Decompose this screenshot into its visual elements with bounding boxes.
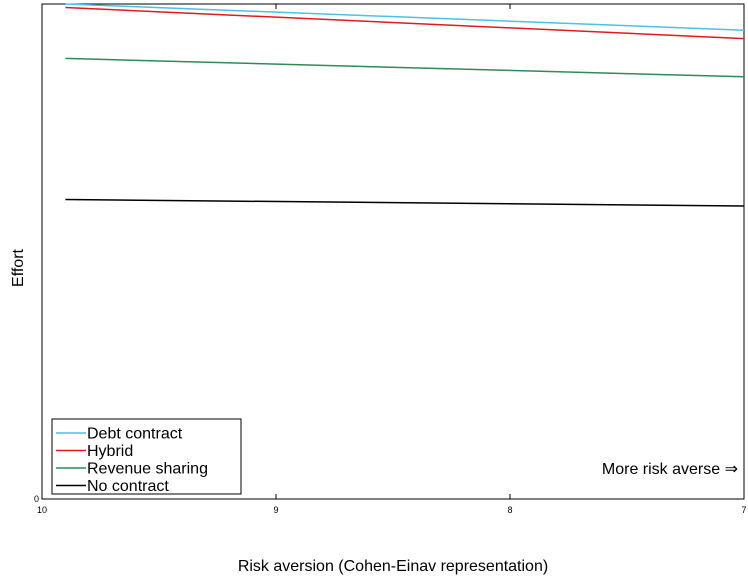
legend-label: Debt contract (87, 426, 183, 443)
series-line-debt-contract (65, 3, 745, 31)
series-line-hybrid (65, 6, 745, 40)
x-tick-label: 8 (507, 505, 512, 515)
tick-marks (41, 4, 745, 500)
series-line-revenue-sharing (65, 57, 745, 78)
x-tick-label: 9 (273, 505, 278, 515)
plot-area (41, 3, 745, 500)
x-tick-label: 7 (741, 505, 746, 515)
series-lines (65, 3, 745, 207)
tick-labels: 10 9 8 7 0 (34, 494, 747, 515)
legend-label: Hybrid (87, 443, 133, 460)
x-axis-label: Risk aversion (Cohen-Einav representatio… (238, 558, 548, 575)
y-tick-label: 0 (34, 494, 39, 504)
legend-box (51, 418, 242, 495)
risk-averse-annotation: More risk averse ⇒ (602, 461, 738, 478)
x-tick-label: 10 (37, 505, 47, 515)
legend-label: Revenue sharing (87, 461, 208, 478)
series-line-no-contract (65, 198, 745, 207)
legend-label: No contract (87, 478, 169, 495)
y-axis-label: Effort (10, 248, 27, 287)
